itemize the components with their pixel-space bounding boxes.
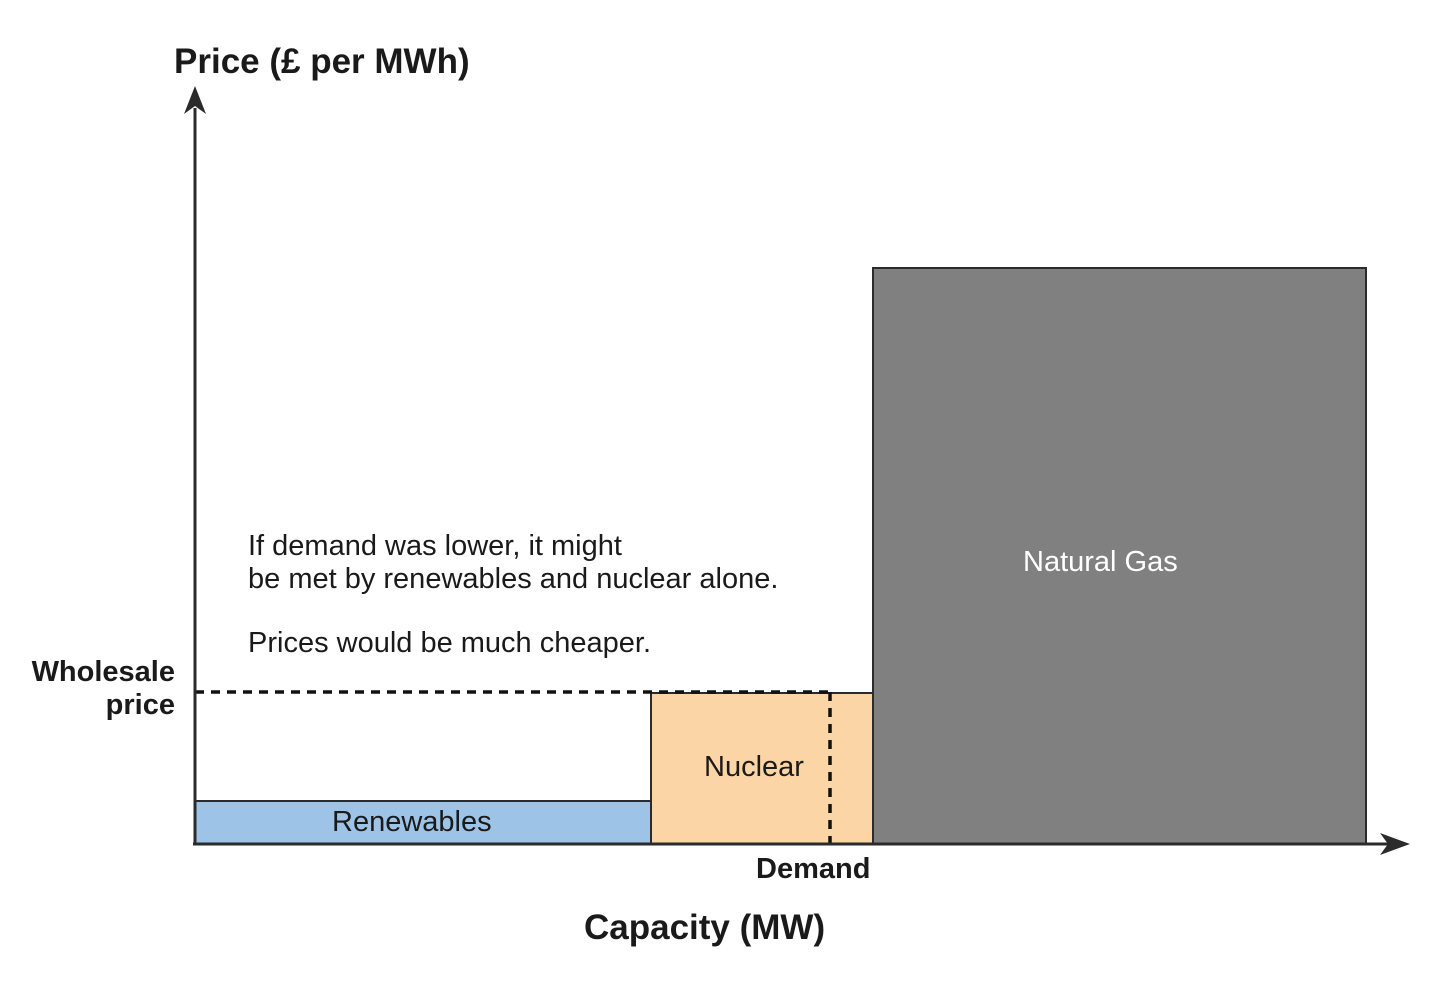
demand-label: Demand [756, 853, 871, 885]
x-axis-arrow-icon [1380, 833, 1410, 855]
note-line-2: be met by renewables and nuclear alone. [248, 563, 779, 595]
x-axis-title: Capacity (MW) [584, 908, 826, 947]
y-axis-title: Price (£ per MWh) [174, 42, 470, 81]
natural-gas-block [872, 267, 1367, 845]
wholesale-price-label: Wholesale price [0, 656, 175, 722]
wholesale-price-label-line2: price [105, 689, 175, 721]
renewables-label: Renewables [332, 806, 492, 838]
nuclear-block [650, 692, 874, 845]
note-line-1: If demand was lower, it might [248, 530, 622, 562]
y-axis-arrow-icon [184, 86, 206, 114]
nuclear-label: Nuclear [704, 751, 804, 783]
natural-gas-label: Natural Gas [1023, 546, 1178, 578]
note-line-3: Prices would be much cheaper. [248, 627, 651, 659]
wholesale-price-label-line1: Wholesale [31, 656, 175, 688]
